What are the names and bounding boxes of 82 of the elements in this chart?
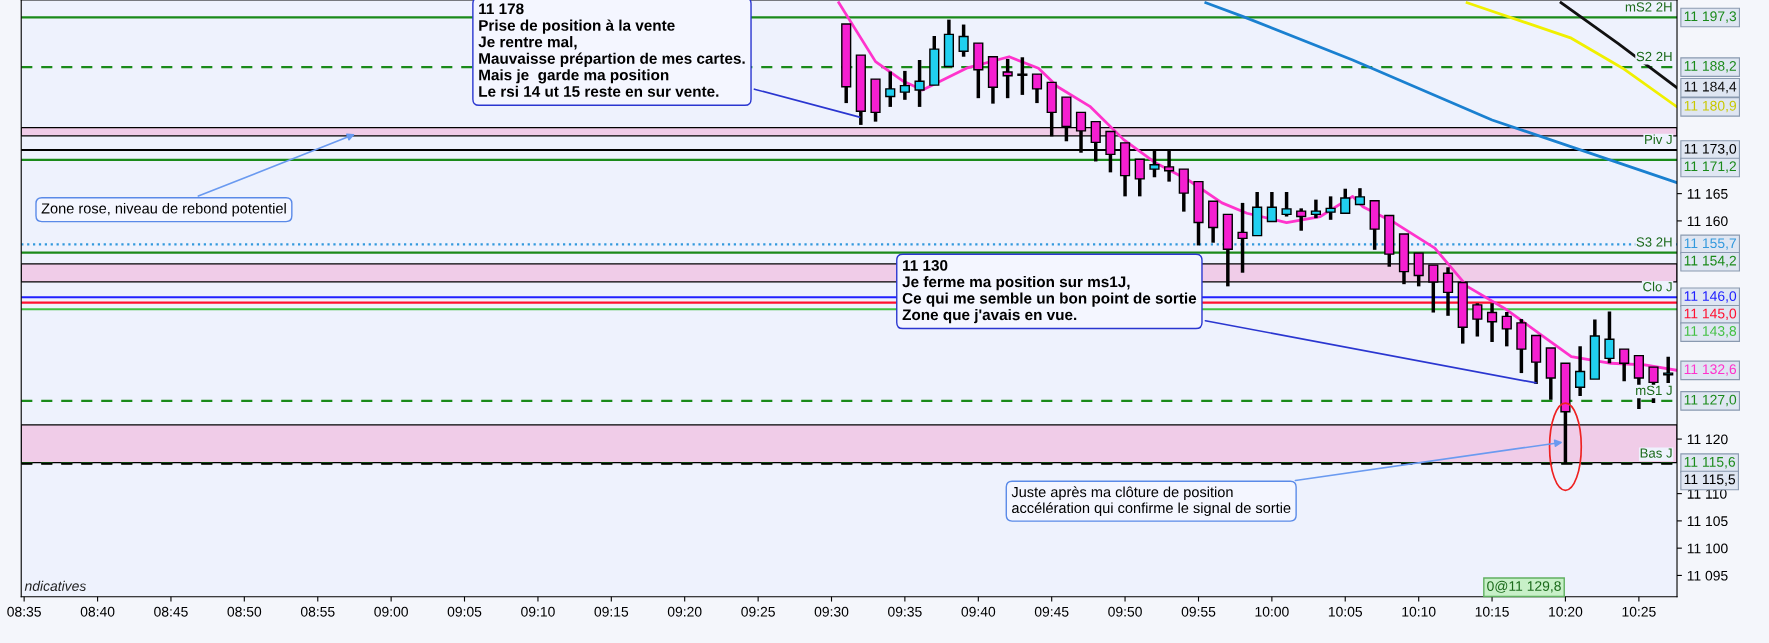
candlestick	[1619, 348, 1630, 382]
candlestick	[1031, 73, 1043, 105]
x-tick-label: 09:00	[374, 606, 408, 617]
annotation: 11 178 Prise de position à la vente Je rentre mal, Mauvaisse prépartion de mes cartes. Mais je garde ma position Le rsi 14 ut 15 reste en sur vente.	[478, 3, 745, 97]
candlestick	[1017, 57, 1028, 95]
x-tick-label: 09:10	[521, 606, 555, 617]
annotation: mS2 2H	[1625, 2, 1672, 12]
annotation: Clo J	[1643, 281, 1672, 292]
candlestick	[1486, 303, 1498, 342]
x-tick-label: 08:40	[80, 606, 115, 617]
y-tick-label: 11 100	[1687, 543, 1728, 554]
ref-line-label: 11 127,0	[1684, 394, 1737, 407]
ref-line-label: 11 155,7	[1684, 238, 1736, 250]
data-label: 11 180,9	[1684, 100, 1737, 113]
data-label: 11 184,4	[1684, 81, 1737, 94]
x-tick-label: 09:50	[1108, 606, 1142, 617]
x-tick-label: 09:30	[814, 606, 849, 617]
annotation: Piv J	[1645, 134, 1672, 145]
annotation: Bas J	[1640, 448, 1672, 458]
x-tick-label: 10:10	[1402, 606, 1436, 617]
candlestick	[885, 71, 896, 107]
y-tick-label: 11 120	[1687, 434, 1728, 445]
y-tick-label: 11 165	[1687, 188, 1728, 199]
x-tick-label: 09:15	[594, 606, 629, 617]
ref-line-label: 11 145,0	[1684, 308, 1737, 321]
x-tick-label: 10:05	[1328, 606, 1363, 617]
annotation: 11 130 Je ferme ma position sur ms1J, Ce qui me semble un bon point de sortie Zone que j'avais en vue.	[902, 259, 1197, 324]
candlestick	[1002, 57, 1013, 99]
ref-line-label: 11 197,3	[1684, 11, 1737, 23]
x-tick-label: 08:45	[154, 606, 188, 617]
annotation: S3 2H	[1636, 237, 1672, 247]
ref-line-label: 11 171,2	[1684, 161, 1736, 173]
annotation: S2 2H	[1636, 51, 1672, 62]
candlestick	[1134, 158, 1145, 197]
ref-line-label: 11 115,5	[1684, 474, 1736, 486]
y-tick-label: 11 105	[1687, 516, 1728, 527]
x-tick-label: 08:55	[300, 606, 335, 617]
candlestick	[1266, 191, 1277, 223]
candlestick	[1575, 346, 1586, 396]
candlestick	[1325, 196, 1336, 220]
annotation: Zone rose, niveau de rebond potentiel	[41, 202, 286, 217]
annotation: 0@11 129,8	[1487, 580, 1561, 593]
y-tick-label: 11 095	[1687, 570, 1728, 581]
candlestick	[1340, 188, 1351, 214]
candlestick	[1178, 168, 1189, 212]
ref-line-label: 11 115,6	[1684, 456, 1736, 469]
x-tick-label: 09:55	[1181, 606, 1216, 617]
line-series	[1465, 1, 1678, 109]
candlestick	[1281, 191, 1292, 217]
x-tick-label: 09:45	[1034, 606, 1069, 617]
x-tick-label: 08:35	[7, 606, 41, 617]
data-label: 11 132,6	[1684, 364, 1737, 376]
annotation: mS1 J	[1636, 385, 1672, 396]
x-tick-label: 09:05	[447, 606, 482, 617]
candlestick	[958, 24, 969, 57]
x-tick-label: 09:20	[667, 606, 702, 617]
ref-line-label: 11 154,2	[1684, 255, 1736, 268]
candlestick	[1501, 311, 1512, 347]
annotation: Juste après ma clôture de position accélération qui confirme le signal de sortie	[1011, 486, 1291, 516]
candlestick	[1663, 356, 1674, 383]
y-tick-label: 11 110	[1687, 488, 1727, 499]
candlestick	[1310, 199, 1322, 219]
candlestick	[1604, 311, 1615, 364]
x-tick-label: 10:15	[1475, 606, 1509, 617]
annotation: ndicatives	[24, 580, 87, 591]
x-tick-label: 09:40	[961, 606, 996, 617]
ref-line-label: 11 146,0	[1684, 291, 1737, 303]
ref-line-label: 11 143,8	[1684, 326, 1737, 338]
x-tick-label: 10:00	[1255, 606, 1289, 617]
candlestick	[899, 69, 910, 100]
x-tick-label: 09:35	[888, 606, 922, 617]
candlestick	[914, 60, 925, 107]
candlestick	[1472, 303, 1483, 337]
candlestick	[1296, 208, 1307, 231]
x-tick-label: 10:20	[1549, 606, 1583, 617]
y-tick-label: 11 160	[1687, 216, 1728, 227]
line-series	[1204, 1, 1678, 185]
ref-line-label: 11 173,0	[1684, 143, 1737, 156]
ref-line-label: 11 188,2	[1684, 60, 1736, 73]
x-tick-label: 08:50	[227, 606, 262, 617]
x-tick-label: 10:25	[1622, 606, 1656, 617]
x-tick-label: 09:25	[741, 606, 775, 617]
